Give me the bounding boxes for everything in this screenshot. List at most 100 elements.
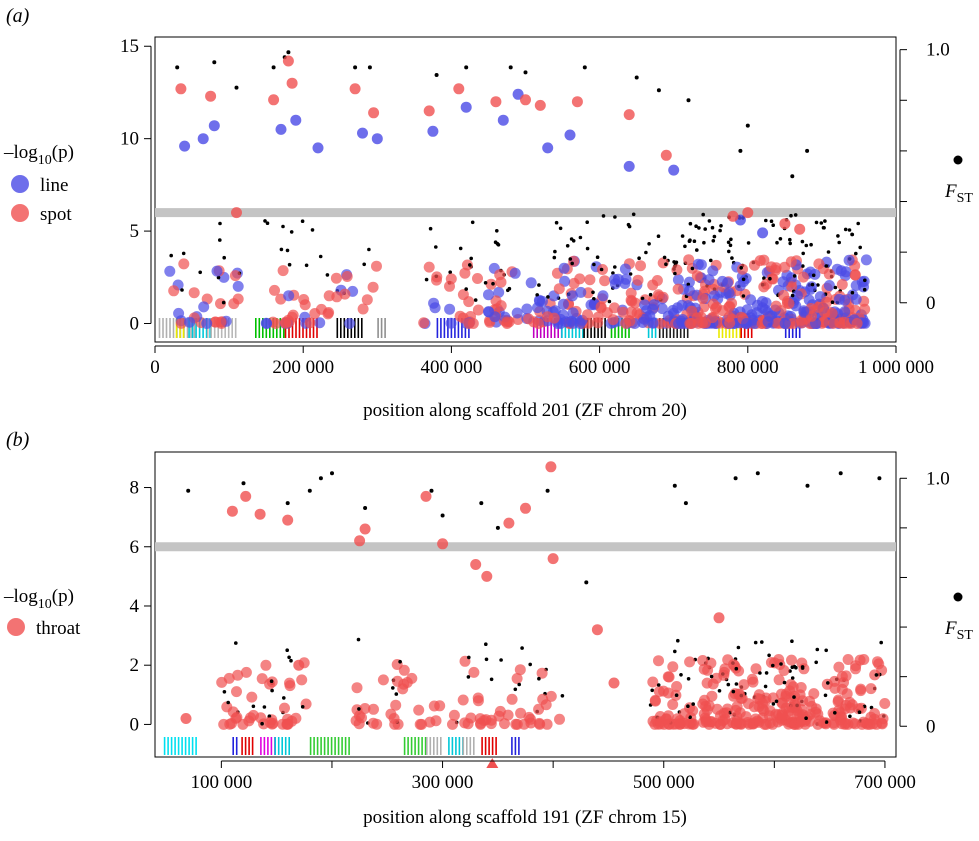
cloud-point bbox=[617, 306, 629, 318]
cloud-fst-point bbox=[729, 237, 733, 242]
cloud-point bbox=[511, 673, 523, 684]
fst-point bbox=[440, 513, 445, 518]
cloud-point bbox=[803, 294, 815, 306]
cloud-point bbox=[757, 302, 768, 314]
cloud-fst-point bbox=[528, 662, 532, 667]
gene-band-stripe bbox=[320, 737, 322, 755]
x-tick-label: 800 000 bbox=[717, 357, 779, 378]
legend-fst-label: FST bbox=[944, 181, 973, 206]
gene-band-stripe bbox=[162, 318, 164, 338]
fst-point bbox=[353, 65, 358, 70]
gene-band-stripe bbox=[165, 318, 168, 338]
cloud-fst-point bbox=[568, 257, 573, 261]
fst-point bbox=[738, 148, 743, 153]
cloud-fst-point bbox=[391, 686, 395, 690]
cloud-point bbox=[506, 693, 518, 705]
cloud-point bbox=[849, 718, 861, 730]
cloud-point bbox=[418, 317, 430, 329]
fst-point bbox=[234, 85, 239, 90]
cloud-fst-point bbox=[647, 242, 651, 246]
cloud-fst-point bbox=[535, 293, 539, 297]
cloud-point bbox=[216, 676, 228, 688]
cloud-point bbox=[721, 718, 733, 730]
line-point bbox=[564, 129, 576, 141]
cloud-point bbox=[260, 659, 272, 671]
cloud-fst-point bbox=[833, 711, 837, 715]
cloud-point bbox=[678, 708, 690, 720]
cloud-fst-point bbox=[801, 251, 805, 256]
cloud-fst-point bbox=[270, 688, 274, 693]
cloud-point bbox=[741, 318, 753, 329]
gene-band-stripe bbox=[457, 318, 460, 338]
cloud-fst-point bbox=[768, 276, 772, 281]
cloud-point bbox=[676, 299, 688, 311]
cloud-fst-point bbox=[837, 240, 841, 245]
gene-band-stripe bbox=[417, 737, 420, 755]
gene-band-stripe bbox=[600, 318, 603, 338]
cloud-point bbox=[428, 700, 440, 712]
cloud-fst-point bbox=[862, 287, 867, 292]
cloud-point bbox=[724, 317, 736, 329]
x-tick-label: 400 000 bbox=[421, 357, 483, 378]
cloud-fst-point bbox=[726, 240, 731, 245]
fst-point bbox=[582, 65, 587, 70]
cloud-point bbox=[188, 287, 200, 299]
cloud-point bbox=[198, 301, 210, 313]
cloud-fst-point bbox=[181, 251, 186, 256]
cloud-point bbox=[248, 709, 259, 721]
cloud-point bbox=[454, 310, 466, 322]
legend-line-label: line bbox=[40, 175, 69, 196]
cloud-fst-point bbox=[775, 240, 779, 245]
cloud-point bbox=[791, 290, 803, 302]
cloud-point bbox=[780, 702, 792, 714]
cloud-point bbox=[796, 657, 808, 669]
cloud-point bbox=[514, 664, 526, 676]
cloud-point bbox=[671, 681, 683, 692]
cloud-fst-point bbox=[790, 676, 795, 680]
gene-band-stripe bbox=[621, 318, 623, 338]
cloud-point bbox=[708, 290, 720, 302]
cloud-fst-point bbox=[520, 646, 524, 650]
cloud-point bbox=[371, 718, 383, 730]
gene-band-stripe bbox=[336, 318, 339, 338]
fst-point bbox=[212, 60, 217, 65]
cloud-point bbox=[860, 254, 872, 266]
spot-point bbox=[286, 77, 298, 89]
cloud-fst-point bbox=[712, 234, 717, 239]
cloud-point bbox=[284, 680, 296, 692]
gene-band-stripe bbox=[511, 737, 513, 755]
fst-series bbox=[186, 471, 882, 585]
panel-b-plot-frame bbox=[154, 451, 897, 758]
cloud-fst-point bbox=[662, 255, 667, 260]
cloud-point bbox=[697, 655, 709, 666]
cloud-fst-point bbox=[856, 221, 860, 226]
cloud-point bbox=[806, 310, 817, 322]
cloud-point bbox=[786, 654, 797, 666]
gene-band-stripe bbox=[267, 737, 269, 755]
x-tick-label: 700 000 bbox=[854, 772, 916, 793]
cloud-point bbox=[229, 270, 241, 282]
cloud-point bbox=[592, 317, 604, 329]
cloud-point bbox=[269, 284, 280, 296]
gene-band-stripe bbox=[451, 737, 454, 755]
gene-band-stripe bbox=[458, 737, 461, 755]
cloud-point bbox=[553, 283, 565, 295]
cloud-point bbox=[635, 260, 646, 272]
cloud-fst-point bbox=[467, 655, 471, 660]
cloud-point bbox=[750, 713, 762, 725]
legend-title: –log10(p) bbox=[3, 142, 74, 168]
throat-point bbox=[254, 508, 266, 520]
gene-band-stripe bbox=[281, 737, 283, 755]
cloud-point bbox=[260, 317, 272, 329]
fst-point bbox=[672, 483, 677, 488]
cloud-point bbox=[164, 265, 176, 277]
cloud-fst-point bbox=[216, 275, 221, 280]
cloud-fst-point bbox=[730, 256, 734, 260]
y-tick-label: 5 bbox=[130, 221, 140, 242]
cloud-point bbox=[785, 692, 797, 704]
gene-band-stripe bbox=[604, 318, 606, 338]
fst-point bbox=[495, 525, 500, 530]
cloud-fst-point bbox=[695, 248, 699, 252]
gene-band-stripe bbox=[334, 737, 336, 755]
cloud-point bbox=[290, 712, 302, 724]
